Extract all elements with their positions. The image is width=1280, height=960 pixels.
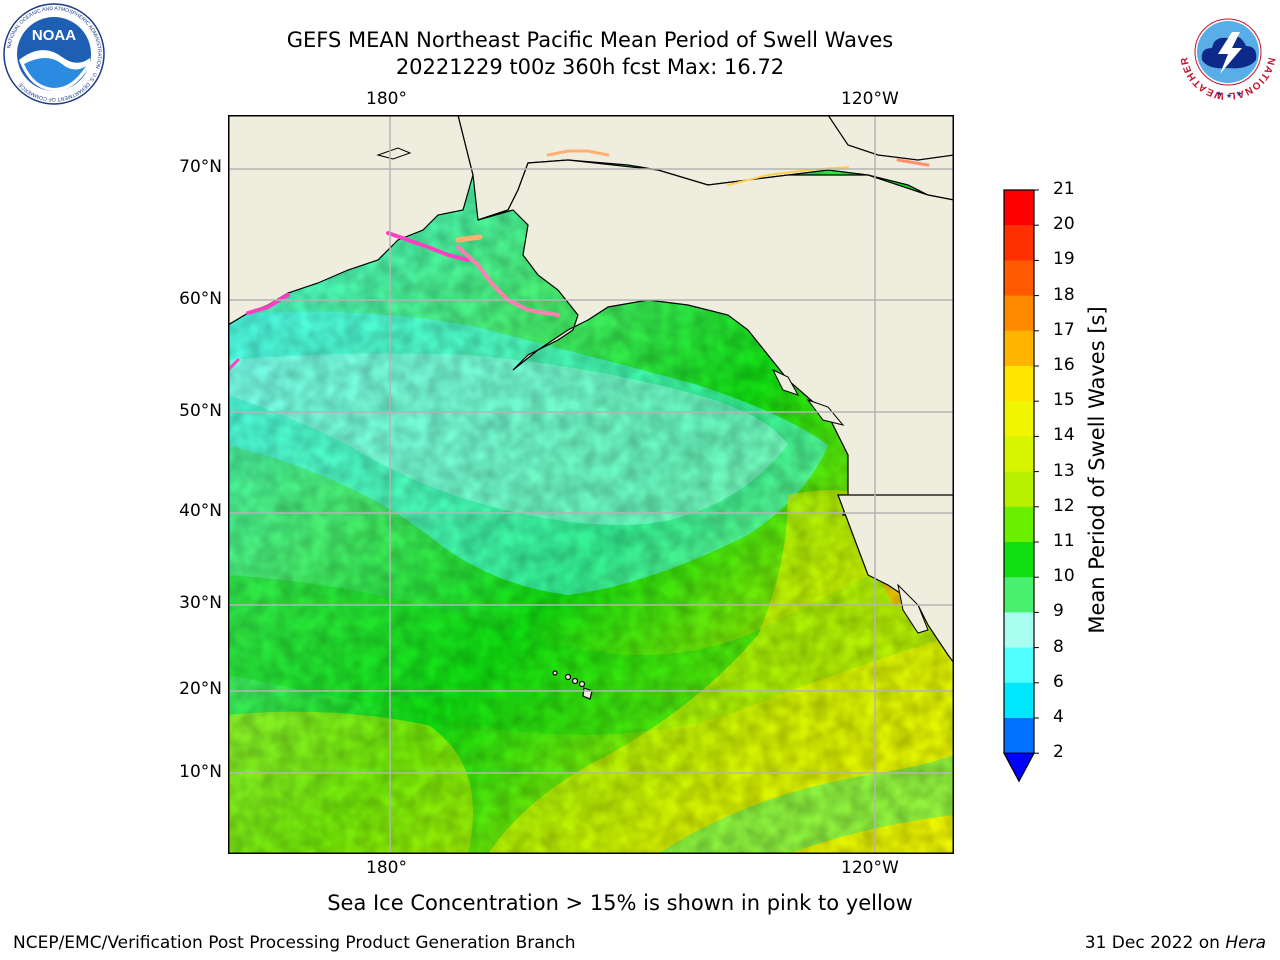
colorbar-label: Mean Period of Swell Waves [s]	[1085, 306, 1109, 634]
lat-label-50n: 50°N	[179, 401, 222, 421]
colorbar-segment	[1004, 471, 1034, 508]
alaska-arctic-top-right	[827, 115, 954, 161]
colorbar-tick-label: 10	[1053, 566, 1075, 587]
graticule	[228, 115, 954, 854]
colorbar-segment	[1004, 366, 1034, 402]
map-frame	[228, 115, 954, 854]
colorbar-tick-label: 16	[1053, 355, 1075, 375]
footer-credit: NCEP/EMC/Verification Post Processing Pr…	[13, 933, 576, 953]
lon-label-top-180: 180°	[366, 89, 407, 109]
colorbar-tick-label: 11	[1053, 531, 1075, 551]
colorbar-segment	[1004, 542, 1034, 578]
colorbar-tick-label: 21	[1053, 179, 1075, 199]
colorbar-segment	[1004, 506, 1034, 543]
colorbar-tick-label: 14	[1053, 425, 1075, 446]
lon-label-bottom-180: 180°	[366, 858, 407, 878]
colorbar-segment	[1004, 190, 1034, 226]
north-america-west	[837, 494, 954, 664]
sea-ice-fringe	[228, 149, 930, 372]
colorbar-tick-label: 2	[1053, 742, 1064, 763]
swell-period-map	[228, 115, 954, 854]
footer-date: 31 Dec 2022 on Hera	[1085, 933, 1266, 953]
nws-logo: NATIONAL WEATHER SERVICE ★★★	[1178, 2, 1276, 101]
lat-label-30n: 30°N	[179, 593, 222, 613]
colorbar-segment	[1004, 577, 1034, 613]
colorbar-extend-arrow	[1002, 752, 1036, 783]
colorbar-segment	[1004, 330, 1034, 367]
colorbar-segment	[1004, 436, 1034, 473]
colorbar-segment	[1004, 612, 1034, 649]
colorbar-segment	[1004, 401, 1034, 437]
footer-machine: Hera	[1225, 933, 1266, 953]
colorbar-segment	[1004, 647, 1034, 684]
lat-label-70n: 70°N	[179, 157, 222, 177]
alaska-mainland	[477, 159, 954, 516]
colorbar-segment	[1004, 225, 1034, 261]
colorbar-tick-label: 13	[1053, 460, 1075, 481]
colorbar-segment	[1004, 260, 1034, 297]
lon-label-bottom-120w: 120°W	[841, 858, 899, 878]
colorbar-segment	[1004, 682, 1034, 719]
footer-date-text: 31 Dec 2022 on	[1084, 933, 1226, 953]
colorbar-tick-label: 8	[1053, 636, 1064, 657]
colorbar-tick-label: 9	[1053, 601, 1064, 622]
colorbar-segment	[1004, 295, 1034, 332]
lat-label-60n: 60°N	[179, 289, 222, 309]
lat-label-40n: 40°N	[179, 501, 222, 521]
svg-text:★: ★	[1226, 92, 1232, 100]
noaa-wordmark: NOAA	[32, 27, 76, 44]
colorbar-tick-label: 6	[1053, 671, 1064, 692]
lon-label-top-120w: 120°W	[841, 89, 899, 109]
landmasses	[228, 115, 954, 664]
colorbar-segment	[1004, 718, 1034, 754]
svg-text:★: ★	[1236, 90, 1242, 98]
svg-text:★: ★	[1216, 90, 1222, 98]
colorbar-tick-label: 12	[1053, 495, 1075, 516]
colorbar-tick-label: 4	[1053, 707, 1064, 727]
chart-title: GEFS MEAN Northeast Pacific Mean Period …	[286, 28, 894, 52]
noaa-logo: NOAA NATIONAL OCEANIC AND ATMOSPHERIC AD…	[3, 3, 105, 105]
colorbar-tick-label: 15	[1053, 390, 1075, 411]
colorbar-tick-label: 19	[1053, 249, 1075, 270]
colorbar-tick-label: 20	[1053, 214, 1075, 235]
colorbar-tick-label: 18	[1053, 284, 1075, 305]
chart-subtitle: 20221229 t00z 360h fcst Max: 16.72	[395, 55, 785, 79]
lat-label-20n: 20°N	[179, 679, 222, 699]
colorbar	[1002, 189, 1039, 783]
sea-ice-note: Sea Ice Concentration > 15% is shown in …	[327, 891, 913, 915]
colorbar-tick-label: 17	[1053, 319, 1075, 340]
lat-label-10n: 10°N	[179, 762, 222, 782]
